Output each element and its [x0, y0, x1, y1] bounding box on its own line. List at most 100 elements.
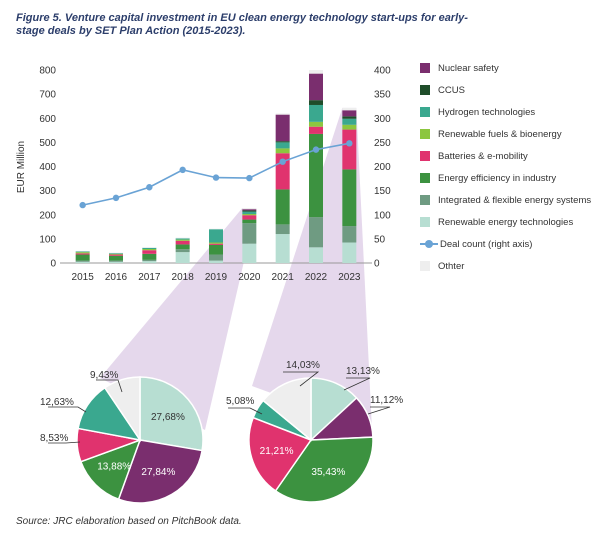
bar-segment	[242, 207, 257, 210]
bar-segment	[209, 229, 223, 243]
bar-segment	[342, 169, 357, 227]
pie-label: 14,03%	[286, 360, 320, 371]
bar-segment	[109, 253, 123, 255]
legend-swatch	[420, 261, 430, 271]
legend-swatch	[420, 63, 430, 73]
pie-slice	[139, 376, 204, 452]
bar-segment	[109, 253, 123, 254]
bar-segment	[309, 100, 323, 105]
bar-segment	[75, 252, 90, 254]
x-tick-label: 2023	[338, 272, 361, 283]
y-tick-label: 0	[50, 259, 56, 270]
bar-segment	[75, 261, 90, 263]
legend-item-integrated-systems: Integrated & flexible energy systems	[420, 192, 591, 208]
legend-swatch	[420, 129, 430, 139]
bar-segment	[342, 118, 357, 125]
bar-segment	[142, 249, 157, 251]
bar-segment	[342, 124, 357, 130]
y2-tick-label: 100	[374, 210, 391, 221]
legend-label: Hydrogen technologies	[438, 106, 536, 118]
y-tick-label: 100	[39, 234, 56, 245]
bar-segment	[142, 250, 157, 254]
y-tick-label: 400	[39, 162, 56, 173]
bar-segment	[309, 73, 323, 101]
bar-segment	[342, 107, 357, 111]
bar-segment	[242, 219, 257, 224]
pie-label: 5,08%	[226, 396, 254, 407]
bar-segment	[342, 242, 357, 263]
x-tick-label: 2017	[138, 272, 161, 283]
bar-segment	[109, 260, 123, 262]
legend-swatch	[420, 151, 430, 161]
legend-label: Batteries & e-mobility	[438, 150, 528, 162]
bar-segment	[175, 238, 190, 240]
legend-label: CCUS	[438, 84, 465, 96]
legend-item-energy-efficiency: Energy efficiency in industry	[420, 170, 556, 186]
bar-segment	[242, 215, 257, 220]
bar-segment	[175, 252, 190, 263]
y2-tick-label: 350	[374, 90, 391, 101]
legend-label: Energy efficiency in industry	[438, 172, 557, 184]
deal-count-point	[79, 201, 86, 209]
bar-segment	[242, 209, 257, 211]
x-tick-label: 2015	[72, 272, 95, 283]
bar-segment	[175, 244, 190, 250]
bar-segment	[309, 104, 323, 122]
y-tick-label: 300	[39, 186, 56, 197]
legend-item-batteries: Batteries & e-mobility	[420, 148, 528, 164]
x-tick-label: 2016	[105, 272, 128, 283]
legend-swatch	[420, 217, 430, 227]
bar-segment	[275, 153, 290, 190]
bar-segment	[142, 253, 157, 260]
deal-count-point	[246, 174, 253, 182]
legend-swatch	[420, 107, 430, 117]
deal-count-point	[212, 174, 220, 181]
bar-segment	[209, 242, 223, 244]
deal-count-point	[346, 140, 353, 147]
deal-count-point	[279, 158, 286, 165]
bar-segment	[242, 243, 257, 263]
x-tick-label: 2020	[238, 272, 261, 283]
bar-segment	[275, 189, 290, 225]
legend-item-nuclear-safety: Nuclear safety	[420, 60, 499, 76]
bar-segment	[175, 237, 190, 239]
legend-item-renewable-energy: Renewable energy technologies	[420, 214, 573, 230]
legend-label: Deal count (right axis)	[440, 238, 533, 250]
x-tick-label: 2018	[172, 272, 195, 283]
bar-segment	[142, 247, 157, 250]
y-tick-label: 800	[39, 66, 56, 77]
legend-swatch	[420, 173, 430, 183]
legend-label: Integrated & flexible energy systems	[438, 194, 592, 206]
bar-segment	[342, 226, 357, 243]
bar-segment	[209, 243, 223, 245]
connector-2023	[252, 107, 372, 430]
pie-slice	[274, 436, 374, 503]
legend-swatch	[420, 85, 430, 95]
bar-segment	[342, 110, 357, 117]
leader-line	[48, 441, 81, 444]
bar-segment	[275, 113, 290, 115]
legend-item-deal-count: Deal count (right axis)	[420, 236, 532, 252]
bar-segment	[175, 249, 190, 253]
bar-segment	[275, 148, 290, 154]
y-tick-label: 200	[39, 210, 56, 221]
pie-label: 11,12%	[370, 395, 403, 406]
y2-tick-label: 250	[374, 138, 391, 149]
legend-label: Othter	[438, 260, 465, 272]
pie-slice	[248, 416, 313, 492]
y2-tick-label: 200	[374, 162, 391, 173]
y2-tick-label: 0	[374, 259, 380, 270]
pie-label: 13,13%	[346, 366, 380, 377]
y-tick-label: 700	[39, 90, 56, 101]
pie-label: 21,21%	[260, 446, 294, 457]
bar-segment	[275, 141, 290, 143]
bar-segment	[309, 247, 323, 263]
pie-slice	[103, 376, 141, 443]
deal-count-point	[312, 146, 320, 153]
leader-line	[228, 407, 263, 415]
legend-label: Nuclear safety	[438, 62, 499, 74]
bar-segment	[275, 234, 290, 263]
x-tick-label: 2019	[205, 272, 228, 283]
x-tick-label: 2022	[305, 272, 328, 283]
pie-label: 12,63%	[40, 397, 74, 408]
